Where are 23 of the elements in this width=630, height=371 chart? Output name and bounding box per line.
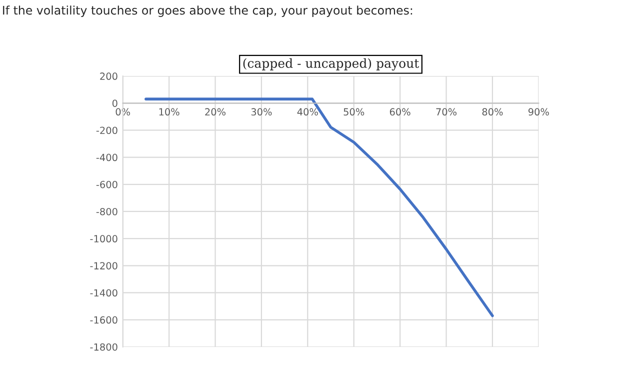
chart-title: (capped - uncapped) payout bbox=[243, 58, 420, 70]
text: If the volatility touches or goes above the cap, your payout becomes: bbox=[3, 6, 412, 17]
x-tick-label: 20% bbox=[205, 108, 226, 116]
y-tick-label: -1800 bbox=[90, 343, 118, 351]
y-tick-label: 0 bbox=[112, 100, 118, 107]
y-tick-label: -1200 bbox=[90, 262, 118, 270]
y-tick-label: -400 bbox=[96, 154, 118, 162]
y-tick-label: -200 bbox=[96, 126, 118, 134]
x-tick-label: 60% bbox=[390, 108, 410, 116]
y-tick-label: 200 bbox=[100, 72, 118, 80]
x-tick-label: 50% bbox=[344, 108, 364, 116]
x-tick-label: 0% bbox=[116, 108, 130, 116]
x-tick-label: 80% bbox=[482, 108, 503, 116]
x-tick-label: 40% bbox=[297, 108, 318, 116]
y-tick-label: -1400 bbox=[90, 289, 118, 297]
x-tick-label: 10% bbox=[159, 108, 180, 116]
y-tick-label: -1000 bbox=[90, 235, 118, 242]
x-tick-label: 90% bbox=[528, 108, 549, 116]
y-tick-label: -1600 bbox=[90, 316, 118, 324]
y-tick-label: -600 bbox=[96, 180, 118, 188]
y-tick-label: -800 bbox=[96, 208, 118, 216]
x-tick-label: 30% bbox=[251, 108, 272, 116]
x-tick-label: 70% bbox=[436, 108, 457, 116]
